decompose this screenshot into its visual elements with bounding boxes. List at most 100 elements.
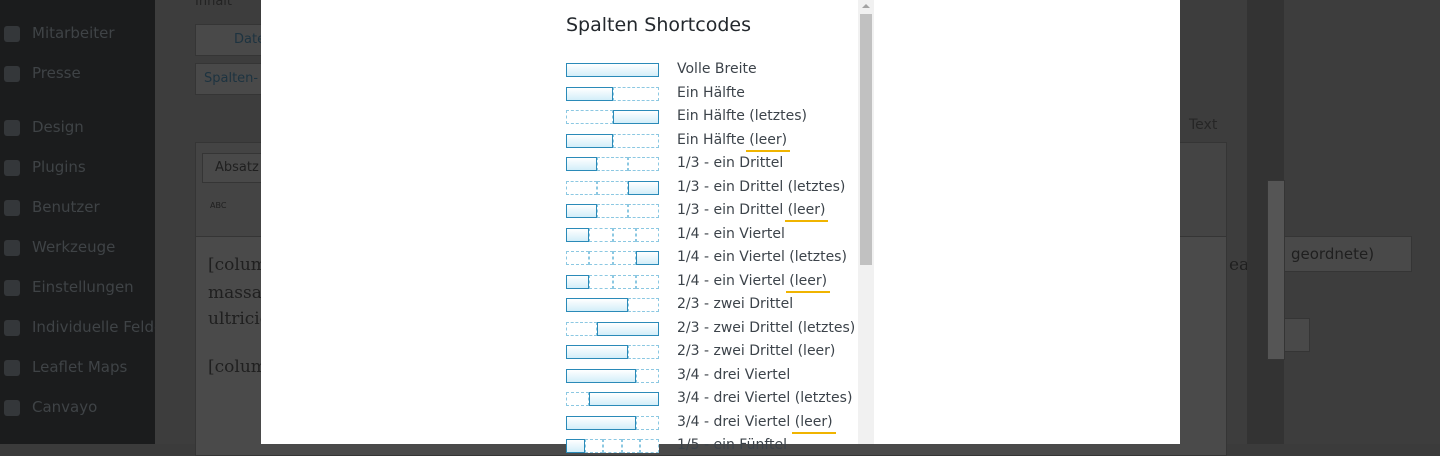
column-segment (613, 110, 659, 124)
menu-icon (4, 280, 20, 296)
item-text: 3/4 - drei Viertel (677, 366, 791, 383)
menu-item[interactable]: Individuelle Felder (4, 318, 170, 336)
item-text: 1/3 - ein Drittel (letztes) (677, 178, 846, 195)
item-label: 1/3 - ein Drittel (letztes) (677, 177, 845, 197)
item-text: 1/4 - ein Viertel (677, 225, 785, 242)
item-label: 2/3 - zwei Drittel (leer) (677, 341, 835, 361)
item-text: 1/3 - ein Drittel (677, 155, 784, 171)
column-segment (613, 251, 636, 265)
column-segment (628, 345, 659, 359)
item-label: 1/3 - ein Drittel (leer) (677, 200, 825, 220)
column-icon (566, 439, 659, 453)
button-label: Date (234, 32, 266, 47)
item-label: 3/4 - drei Viertel (leer) (677, 412, 833, 432)
column-segment (566, 298, 628, 312)
column-icon (566, 180, 659, 195)
column-icon (566, 321, 659, 336)
text-tab[interactable]: Text (1189, 117, 1218, 133)
item-label: 3/4 - drei Viertel (letztes) (677, 388, 852, 408)
menu-icon (4, 400, 20, 416)
column-icon (566, 227, 659, 242)
column-segment (636, 227, 659, 242)
column-segment (566, 415, 636, 430)
menu-item[interactable]: Canvayo (4, 398, 98, 416)
column-segment (640, 439, 659, 453)
item-text: Ein Hälfte (677, 131, 745, 148)
menu-label: Individuelle Felder (32, 318, 170, 336)
column-icon (566, 86, 659, 101)
item-label: 3/4 - drei Viertel (677, 365, 790, 385)
column-segment (566, 368, 636, 383)
menu-icon (4, 320, 20, 336)
column-segment (566, 63, 659, 77)
column-segment (566, 133, 613, 148)
column-segment (613, 227, 636, 242)
menu-label: Einstellungen (32, 278, 134, 296)
column-segment (566, 392, 589, 406)
column-segment (597, 157, 628, 171)
item-text: Ein Hälfte (letztes) (677, 108, 807, 124)
column-segment (622, 439, 640, 453)
item-label: 1/5 - ein Fünftel (677, 435, 787, 455)
menu-label: Presse (32, 64, 81, 82)
column-segment (566, 110, 613, 124)
column-segment (566, 251, 589, 265)
menu-item[interactable]: Einstellungen (4, 278, 134, 296)
select-label: geordnete) (1291, 245, 1375, 263)
item-label: 2/3 - zwei Drittel (677, 294, 793, 314)
menu-item[interactable]: Plugins (4, 158, 86, 176)
column-segment (636, 368, 659, 383)
menu-item[interactable]: Leaflet Maps (4, 358, 128, 376)
item-text: 1/4 - ein Viertel (letztes) (677, 249, 847, 265)
admin-sidebar: Mitarbeiter Presse Design Plugins Benutzer We… (0, 0, 169, 444)
column-segment (566, 204, 597, 218)
strike-button[interactable]: ABC (210, 201, 227, 210)
column-icon (566, 157, 659, 171)
column-icon (566, 392, 659, 406)
column-icon (566, 298, 659, 312)
item-label: Ein Hälfte (letztes) (677, 106, 807, 126)
scroll-up[interactable] (858, 0, 874, 12)
menu-item[interactable]: Presse (4, 64, 81, 82)
column-segment (636, 251, 659, 265)
menu-item[interactable]: Benutzer (4, 198, 100, 216)
menu-item[interactable]: Werkzeuge (4, 238, 115, 256)
select[interactable] (1284, 318, 1310, 352)
column-icon (566, 368, 659, 383)
column-segment (636, 274, 659, 289)
menu-label: Leaflet Maps (32, 358, 128, 376)
column-segment (628, 298, 659, 312)
item-label: Ein Hälfte (677, 83, 745, 103)
column-segment (589, 251, 613, 265)
button-label: Spalten- (204, 71, 259, 86)
item-text: 2/3 - zwei Drittel (677, 296, 794, 312)
highlighted-text: (leer) (749, 131, 788, 148)
column-segment (636, 415, 659, 430)
menu-label: Plugins (32, 158, 86, 176)
highlighted-text: (leer) (789, 272, 828, 289)
item-text: 1/4 - ein Viertel (677, 272, 785, 289)
menu-label: Canvayo (32, 398, 98, 416)
column-segment (589, 274, 613, 289)
menu-icon (4, 360, 20, 376)
column-icon (566, 110, 659, 124)
column-segment (566, 439, 585, 453)
column-segment (589, 392, 659, 406)
menu-label: Mitarbeiter (32, 24, 115, 42)
scrollbar-thumb[interactable] (860, 14, 872, 265)
editor-line: massa (208, 283, 262, 303)
menu-item[interactable]: Mitarbeiter (4, 24, 115, 42)
column-icon (566, 204, 659, 218)
column-segment (597, 180, 628, 195)
select[interactable]: geordnete) (1284, 236, 1412, 272)
item-label: 1/4 - ein Viertel (leer) (677, 271, 827, 291)
menu-icon (4, 200, 20, 216)
screen: {"background": { "sidebar": ["Mitarbeite… (0, 0, 1440, 444)
item-label: Volle Breite (677, 59, 757, 79)
menu-label: Design (32, 118, 84, 136)
item-text: 2/3 - zwei Drittel (leer) (677, 343, 836, 359)
item-label: 1/4 - ein Viertel (letztes) (677, 247, 847, 267)
menu-item[interactable]: Design (4, 118, 84, 136)
editor-line: ultricie (208, 309, 270, 329)
column-icon (566, 251, 659, 265)
